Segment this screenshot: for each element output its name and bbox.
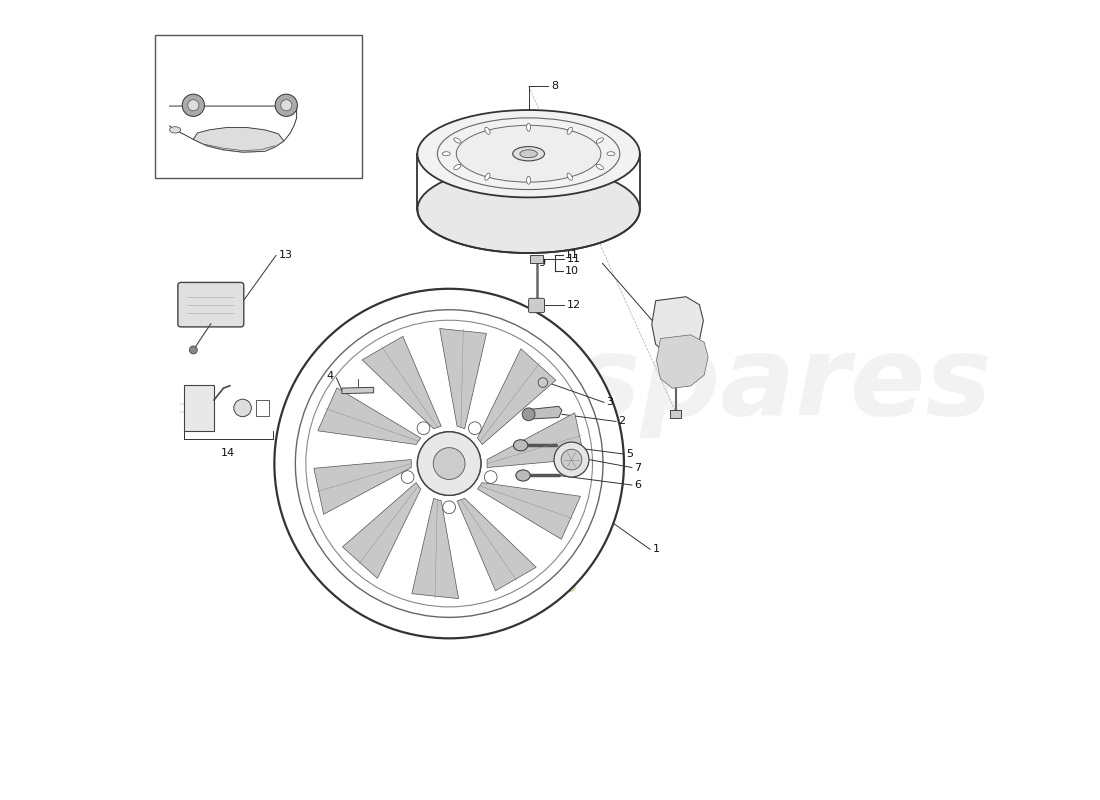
Ellipse shape: [417, 110, 640, 198]
Ellipse shape: [274, 289, 624, 638]
Polygon shape: [477, 482, 581, 539]
Ellipse shape: [417, 166, 640, 253]
Polygon shape: [529, 406, 562, 419]
Polygon shape: [342, 482, 421, 578]
Text: a passion for parts since 1985: a passion for parts since 1985: [318, 488, 580, 598]
Text: 7: 7: [635, 462, 641, 473]
Ellipse shape: [527, 123, 530, 131]
Text: 9: 9: [538, 258, 546, 268]
Circle shape: [189, 346, 197, 354]
Polygon shape: [651, 297, 703, 354]
Bar: [670, 410, 681, 418]
Circle shape: [183, 94, 205, 116]
Polygon shape: [342, 387, 374, 394]
Text: 1: 1: [652, 544, 660, 554]
Circle shape: [484, 470, 497, 483]
Polygon shape: [477, 349, 556, 445]
Ellipse shape: [516, 470, 530, 481]
Ellipse shape: [485, 173, 491, 180]
Text: eurospares: eurospares: [290, 330, 993, 438]
Ellipse shape: [453, 164, 461, 170]
Polygon shape: [440, 329, 486, 429]
Text: 8: 8: [551, 81, 558, 91]
Ellipse shape: [306, 320, 593, 607]
Polygon shape: [487, 413, 584, 467]
Circle shape: [554, 442, 588, 477]
Ellipse shape: [513, 146, 544, 161]
Polygon shape: [458, 498, 536, 590]
Text: 5: 5: [626, 449, 634, 459]
Circle shape: [275, 94, 297, 116]
Ellipse shape: [527, 176, 530, 184]
Ellipse shape: [456, 126, 601, 182]
Circle shape: [417, 422, 430, 434]
Circle shape: [522, 408, 535, 421]
Ellipse shape: [442, 152, 450, 156]
Circle shape: [234, 399, 251, 417]
Circle shape: [538, 378, 548, 387]
Polygon shape: [411, 498, 459, 598]
Ellipse shape: [169, 126, 180, 133]
Circle shape: [561, 450, 582, 470]
Bar: [530, 255, 543, 263]
Circle shape: [280, 100, 292, 111]
Text: 12: 12: [566, 300, 581, 310]
FancyBboxPatch shape: [178, 282, 244, 327]
Text: 2: 2: [618, 417, 626, 426]
Ellipse shape: [514, 440, 528, 451]
Ellipse shape: [596, 164, 604, 170]
Polygon shape: [362, 336, 441, 429]
Circle shape: [443, 501, 455, 514]
Ellipse shape: [485, 127, 491, 134]
Ellipse shape: [520, 150, 537, 158]
Bar: [155, 34, 362, 178]
Polygon shape: [194, 127, 284, 152]
Text: 3: 3: [606, 398, 614, 407]
FancyBboxPatch shape: [529, 298, 544, 313]
Bar: [184, 385, 214, 431]
Ellipse shape: [568, 127, 572, 134]
Text: 13: 13: [278, 250, 293, 261]
Ellipse shape: [453, 138, 461, 143]
Circle shape: [188, 100, 199, 111]
Text: 6: 6: [635, 480, 641, 490]
Circle shape: [417, 432, 481, 495]
Circle shape: [433, 448, 465, 479]
Circle shape: [402, 470, 414, 483]
Text: 14: 14: [221, 449, 235, 458]
Circle shape: [431, 446, 466, 481]
Ellipse shape: [568, 173, 572, 180]
Polygon shape: [657, 335, 708, 388]
Polygon shape: [314, 459, 411, 514]
Bar: [256, 400, 268, 416]
Circle shape: [417, 432, 481, 495]
Polygon shape: [318, 388, 421, 445]
Text: 10: 10: [565, 266, 579, 276]
Text: 11: 11: [566, 254, 581, 264]
Text: 4: 4: [327, 371, 334, 381]
Polygon shape: [169, 106, 297, 152]
Ellipse shape: [596, 138, 604, 143]
Ellipse shape: [607, 152, 615, 156]
Circle shape: [469, 422, 481, 434]
Text: 11: 11: [565, 250, 579, 261]
